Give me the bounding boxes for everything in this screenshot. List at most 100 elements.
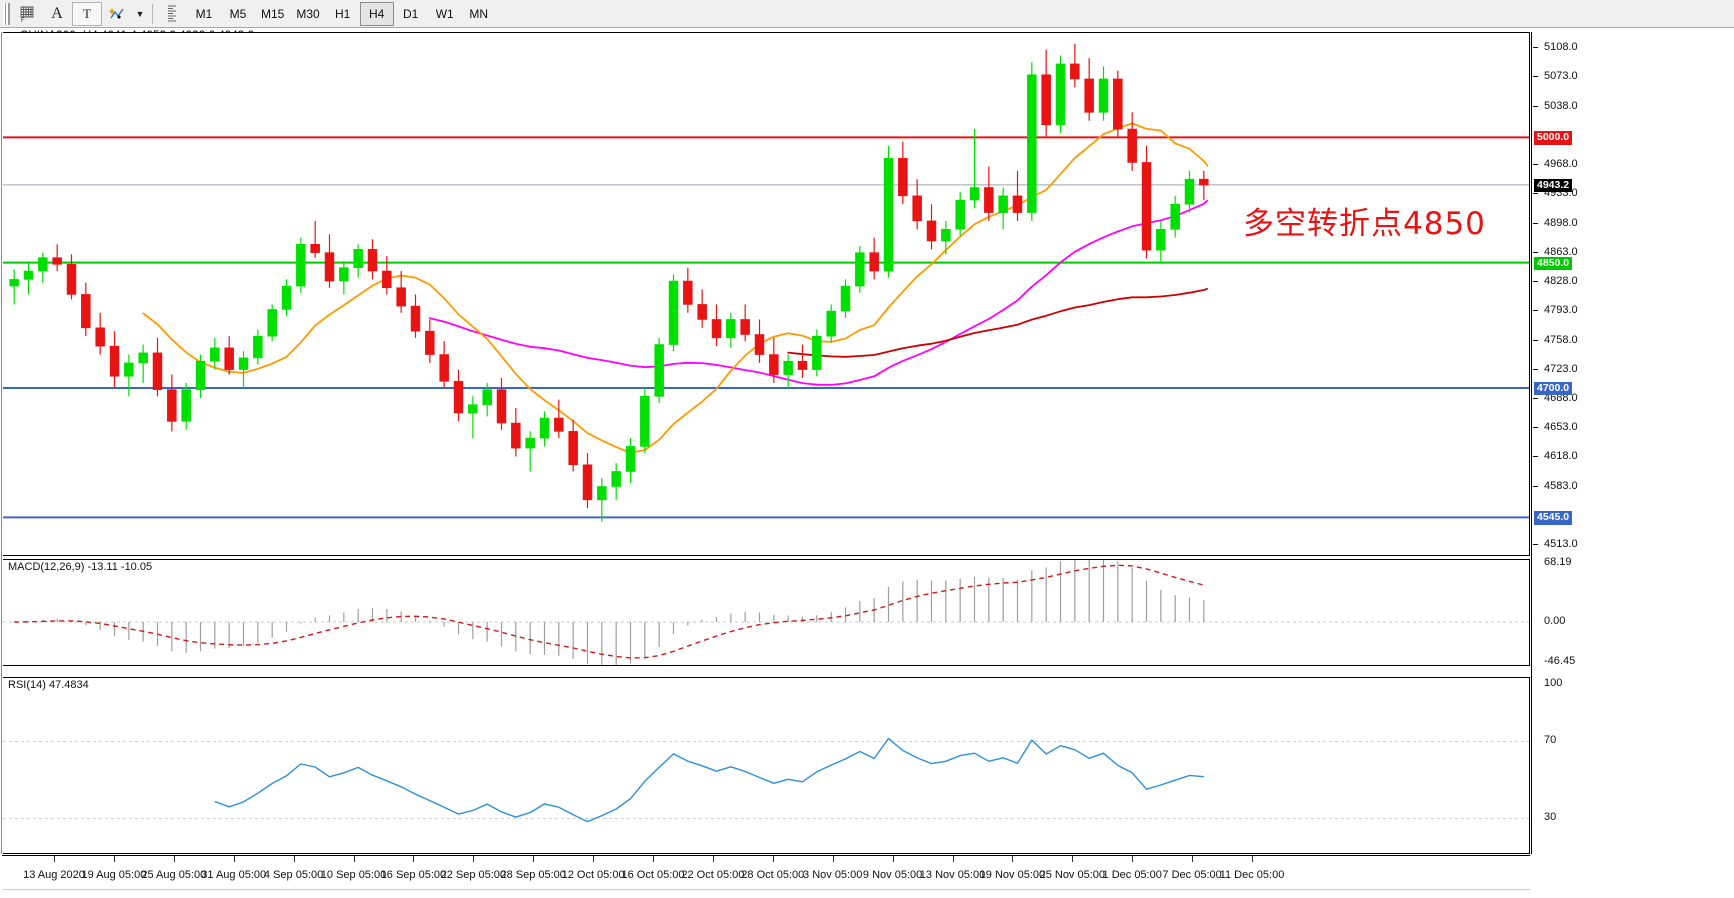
candle [941, 220, 951, 255]
time-axis-tick [772, 856, 774, 862]
crosshair-grid-icon[interactable]: F [12, 2, 42, 26]
timeframe-button-mn[interactable]: MN [469, 6, 489, 21]
price-axis-tick [1533, 222, 1538, 224]
candle-body [797, 360, 808, 370]
rsi-line [214, 737, 1204, 823]
candle [9, 269, 19, 305]
candle-body [625, 446, 636, 472]
macd-indicator-panel[interactable] [2, 559, 1530, 666]
candle-body [339, 267, 349, 282]
pivot-level-badge[interactable]: 4850.0 [1534, 256, 1573, 271]
price-axis-label: 4653.0 [1544, 421, 1578, 434]
candle [296, 237, 306, 293]
price-chart-canvas [3, 43, 1529, 522]
ma-line-mid [428, 202, 1205, 386]
rsi-title: RSI(14) 47.4834 [8, 679, 89, 691]
chart-annotation-text: 多空转折点4850 [1243, 206, 1486, 242]
candle [998, 187, 1008, 230]
timeframe-button-m15[interactable]: M15 [261, 6, 285, 21]
price-axis-label: 5038.0 [1544, 99, 1578, 112]
candle [539, 411, 550, 447]
price-axis[interactable]: 5108.0 5073.0 5038.0 4968.0 4933.0 4898.0 4863… [1531, 32, 1734, 854]
current-price-badge[interactable]: 4943.2 [1534, 178, 1573, 193]
time-axis-label: 22 Sep 05:00 [440, 869, 507, 881]
toolbar-grip[interactable] [3, 2, 10, 25]
candle-body [1184, 178, 1195, 205]
candle-body [224, 347, 234, 370]
candle [1170, 195, 1180, 238]
time-axis[interactable]: 13 Aug 2020 19 Aug 05:00 25 Aug 05:00 31 Au… [2, 855, 1530, 898]
price-axis-label: 4933.0 [1544, 187, 1578, 200]
time-axis-tick [1072, 856, 1074, 862]
timeframe-button-w1[interactable]: W1 [435, 6, 454, 21]
time-axis-label: 16 Oct 05:00 [621, 869, 685, 881]
candle-body [1170, 203, 1180, 230]
price-axis-tick [1533, 368, 1538, 370]
time-axis-tick [413, 856, 415, 862]
text-object-icon[interactable]: A [51, 4, 63, 22]
price-axis-label: 4968.0 [1544, 158, 1578, 171]
candle [754, 319, 765, 363]
timeframe-button-m5[interactable]: M5 [229, 6, 247, 21]
candle-body [926, 220, 937, 242]
candle-body [23, 270, 34, 280]
candle-body [324, 252, 335, 282]
candle-body [95, 327, 105, 347]
time-axis-tick [832, 856, 834, 862]
timeframe-button-h1[interactable]: H1 [335, 6, 351, 21]
candle-body [1098, 78, 1109, 113]
timeframe-button-m1[interactable]: M1 [195, 6, 213, 21]
candle-body [195, 360, 206, 390]
candle-body [38, 257, 48, 272]
time-axis-tick [1132, 856, 1134, 862]
candle [812, 329, 822, 377]
rsi-axis-label: 30 [1544, 811, 1557, 824]
candle-body [66, 264, 77, 295]
candle [912, 179, 922, 230]
candle-body [167, 389, 177, 422]
candle-body [267, 309, 277, 337]
price-axis-tick [1533, 47, 1538, 49]
time-axis-tick [952, 856, 954, 862]
support-level-badge-2[interactable]: 4545.0 [1534, 511, 1573, 525]
price-axis-tick [1533, 164, 1538, 166]
price-axis-tick [1533, 339, 1538, 341]
time-axis-label: 31 Aug 05:00 [201, 869, 267, 881]
ma-line-fast [142, 122, 1205, 454]
candle-body [912, 195, 922, 222]
timeframe-button-d1[interactable]: D1 [403, 6, 419, 21]
candle-body [683, 280, 693, 305]
candle [1199, 170, 1209, 201]
time-axis-tick [353, 856, 355, 862]
dropdown-arrow-icon[interactable]: ▼ [135, 8, 145, 19]
period-separator-icon[interactable] [157, 2, 187, 26]
candle-body [783, 360, 793, 375]
time-axis-label: 7 Dec 05:00 [1162, 869, 1222, 881]
candle [826, 304, 836, 343]
candle-body [310, 244, 320, 253]
candle [95, 312, 105, 355]
support-level-badge[interactable]: 4700.0 [1534, 381, 1573, 396]
candle-body [181, 389, 191, 422]
candle-body [281, 285, 292, 310]
candle-body [984, 187, 994, 213]
candle-body [453, 380, 464, 414]
candle-body [439, 354, 449, 382]
text-label-icon[interactable]: T [72, 1, 102, 26]
candle-body [124, 362, 134, 377]
time-axis-tick [233, 856, 235, 862]
time-axis-label: 28 Oct 05:00 [741, 869, 805, 881]
resistance-level-badge[interactable]: 5000.0 [1534, 131, 1573, 145]
drawing-tools-icon[interactable] [102, 2, 132, 26]
candle [1012, 170, 1023, 221]
timeframe-button-m30[interactable]: M30 [296, 6, 320, 21]
rsi-indicator-panel[interactable] [2, 677, 1530, 854]
timeframe-button-h4[interactable]: H4 [359, 1, 394, 26]
price-axis-tick [1533, 485, 1538, 487]
candle [167, 374, 177, 432]
candle [468, 396, 478, 439]
price-axis-tick [1533, 281, 1538, 283]
time-axis-tick [892, 856, 894, 862]
price-chart-panel[interactable] [2, 32, 1530, 556]
candle-body [1041, 74, 1051, 126]
